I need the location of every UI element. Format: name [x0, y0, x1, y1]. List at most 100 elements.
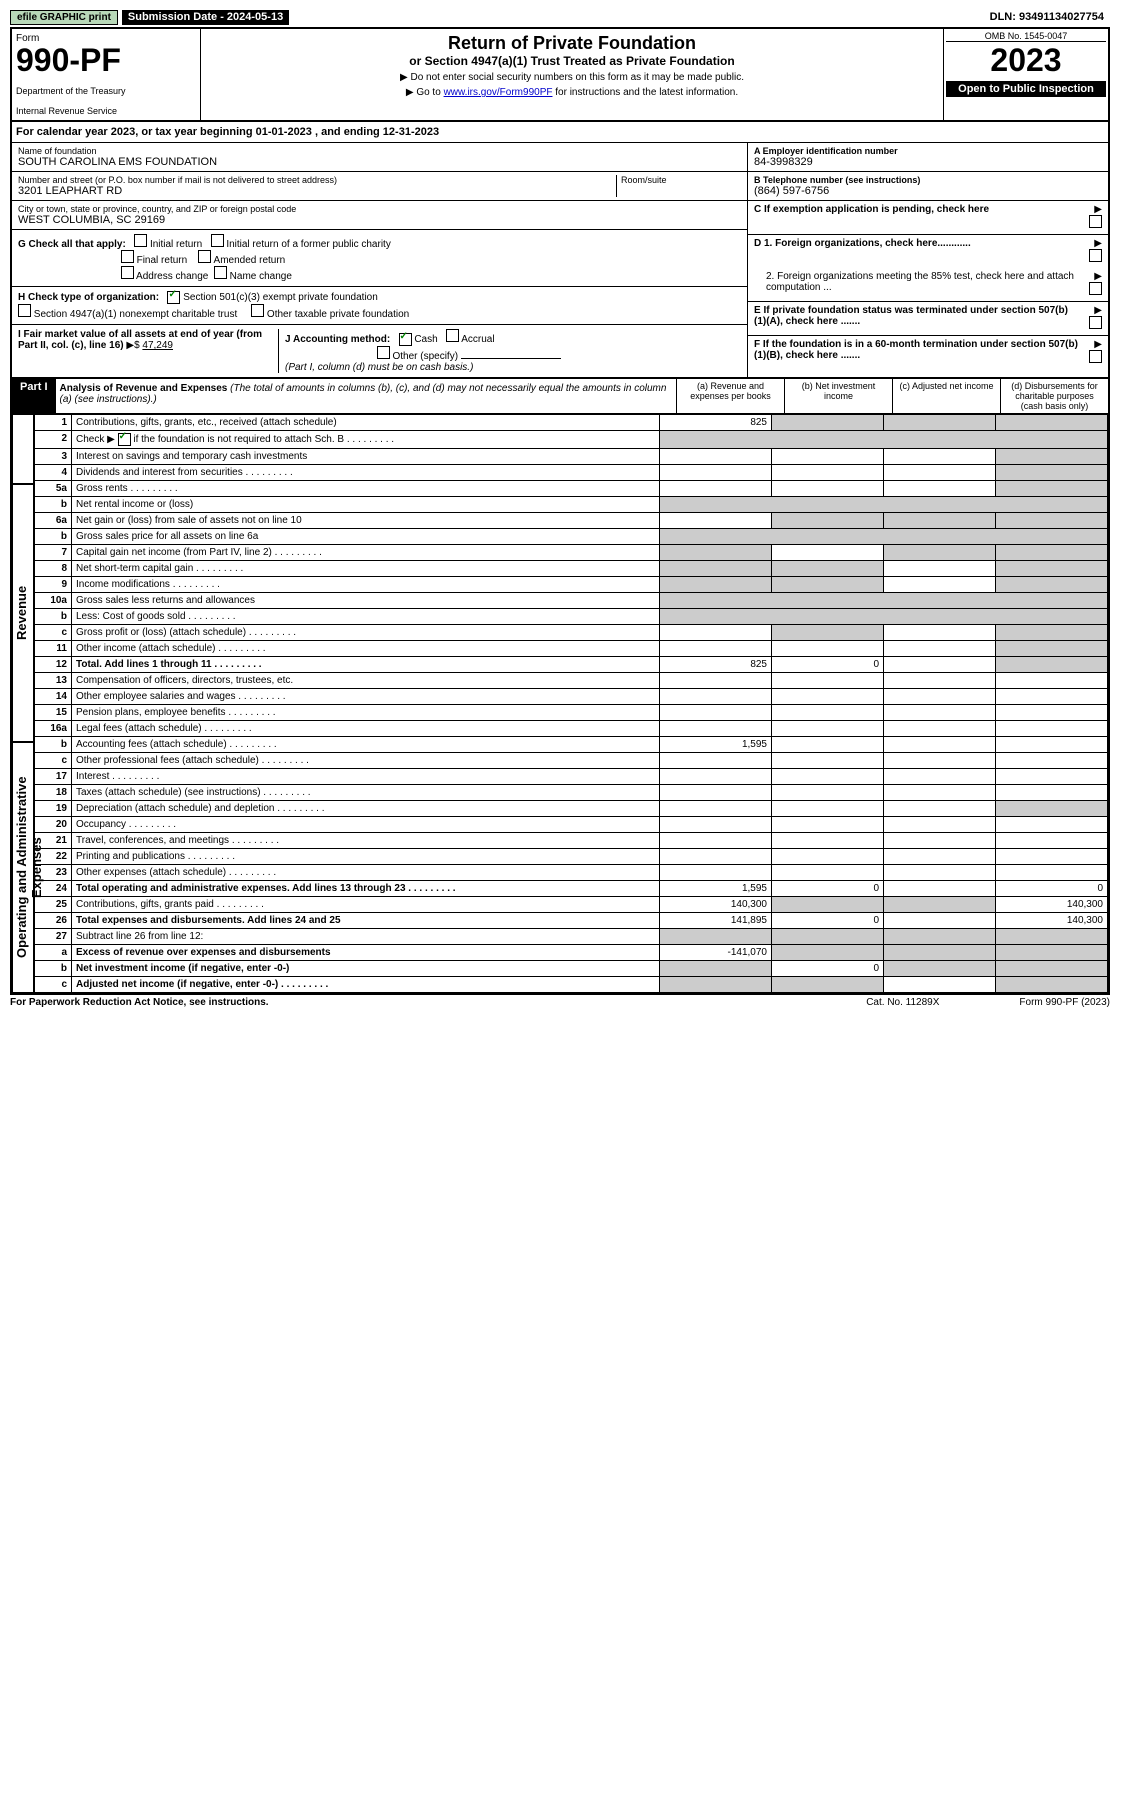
g-initial: Initial return: [150, 239, 202, 250]
d2-checkbox[interactable]: [1089, 282, 1102, 295]
initial-former-checkbox[interactable]: [211, 234, 224, 247]
col-a-header: (a) Revenue and expenses per books: [676, 379, 784, 413]
table-row: 9Income modifications: [35, 577, 1108, 593]
tax-year: 2023: [946, 42, 1106, 79]
table-row: bNet investment income (if negative, ent…: [35, 961, 1108, 977]
table-row: cGross profit or (loss) (attach schedule…: [35, 625, 1108, 641]
table-row: aExcess of revenue over expenses and dis…: [35, 945, 1108, 961]
schB-checkbox[interactable]: [118, 433, 131, 446]
city-label: City or town, state or province, country…: [18, 204, 741, 214]
table-row: 3Interest on savings and temporary cash …: [35, 449, 1108, 465]
4947-checkbox[interactable]: [18, 304, 31, 317]
dln-label: DLN: 93491134027754: [984, 10, 1110, 25]
table-row: 7Capital gain net income (from Part IV, …: [35, 545, 1108, 561]
h-label: H Check type of organization:: [18, 292, 159, 303]
footer-left: For Paperwork Reduction Act Notice, see …: [10, 997, 269, 1008]
e-checkbox[interactable]: [1089, 316, 1102, 329]
accrual-checkbox[interactable]: [446, 329, 459, 342]
omb-number: OMB No. 1545-0047: [946, 31, 1106, 42]
table-row: 18Taxes (attach schedule) (see instructi…: [35, 785, 1108, 801]
cash-checkbox[interactable]: [399, 333, 412, 346]
table-row: 10aGross sales less returns and allowanc…: [35, 593, 1108, 609]
form-container: Form 990-PF Department of the Treasury I…: [10, 27, 1110, 995]
c-checkbox[interactable]: [1089, 215, 1102, 228]
table-row: 26Total expenses and disbursements. Add …: [35, 913, 1108, 929]
name-change-checkbox[interactable]: [214, 266, 227, 279]
other-taxable-checkbox[interactable]: [251, 304, 264, 317]
calendar-year-line: For calendar year 2023, or tax year begi…: [12, 122, 1108, 143]
table-row: bNet rental income or (loss): [35, 497, 1108, 513]
instr-goto: ▶ Go to www.irs.gov/Form990PF for instru…: [205, 87, 939, 98]
table-row: bLess: Cost of goods sold: [35, 609, 1108, 625]
i-label: I Fair market value of all assets at end…: [18, 329, 262, 351]
address-change-checkbox[interactable]: [121, 266, 134, 279]
table-row: 19Depreciation (attach schedule) and dep…: [35, 801, 1108, 817]
d1-checkbox[interactable]: [1089, 249, 1102, 262]
e-label: E If private foundation status was termi…: [754, 305, 1078, 327]
col-c-header: (c) Adjusted net income: [892, 379, 1000, 413]
table-row: 16aLegal fees (attach schedule): [35, 721, 1108, 737]
table-row: 13Compensation of officers, directors, t…: [35, 673, 1108, 689]
table-row: 14Other employee salaries and wages: [35, 689, 1108, 705]
foundation-name: SOUTH CAROLINA EMS FOUNDATION: [18, 156, 741, 168]
g-name: Name change: [230, 271, 292, 282]
j-accrual: Accrual: [461, 334, 494, 345]
f-checkbox[interactable]: [1089, 350, 1102, 363]
table-row: 2Check ▶ if the foundation is not requir…: [35, 431, 1108, 449]
g-label: G Check all that apply:: [18, 239, 126, 250]
table-row: 6aNet gain or (loss) from sale of assets…: [35, 513, 1108, 529]
final-return-checkbox[interactable]: [121, 250, 134, 263]
other-method-checkbox[interactable]: [377, 346, 390, 359]
table-row: 1Contributions, gifts, grants, etc., rec…: [35, 415, 1108, 431]
name-label: Name of foundation: [18, 146, 741, 156]
form990pf-link[interactable]: www.irs.gov/Form990PF: [444, 87, 553, 98]
table-row: 24Total operating and administrative exp…: [35, 881, 1108, 897]
footer: For Paperwork Reduction Act Notice, see …: [10, 995, 1110, 1008]
table-row: 23Other expenses (attach schedule): [35, 865, 1108, 881]
f-label: F If the foundation is in a 60-month ter…: [754, 339, 1078, 361]
form-title: Return of Private Foundation: [205, 33, 939, 54]
table-row: 4Dividends and interest from securities: [35, 465, 1108, 481]
j-note: (Part I, column (d) must be on cash basi…: [285, 362, 473, 373]
j-label: J Accounting method:: [285, 334, 390, 345]
part1-title: Analysis of Revenue and Expenses: [60, 383, 228, 394]
h-501c3: Section 501(c)(3) exempt private foundat…: [183, 292, 378, 303]
part1-table: 1Contributions, gifts, grants, etc., rec…: [34, 414, 1108, 993]
h-4947: Section 4947(a)(1) nonexempt charitable …: [34, 309, 237, 320]
table-row: 22Printing and publications: [35, 849, 1108, 865]
initial-return-checkbox[interactable]: [134, 234, 147, 247]
d1-label: D 1. Foreign organizations, check here..…: [754, 238, 1084, 265]
table-row: 5aGross rents: [35, 481, 1108, 497]
phone-value: (864) 597-6756: [754, 185, 1102, 197]
j-cash: Cash: [414, 334, 437, 345]
instr-pre: ▶ Go to: [406, 87, 444, 98]
submission-date-label: Submission Date - 2024-05-13: [122, 10, 289, 25]
g-amended: Amended return: [214, 255, 286, 266]
table-row: bGross sales price for all assets on lin…: [35, 529, 1108, 545]
footer-catno: Cat. No. 11289X: [866, 997, 939, 1008]
table-row: 20Occupancy: [35, 817, 1108, 833]
form-number: 990-PF: [16, 44, 196, 76]
dept-treasury: Department of the Treasury: [16, 86, 196, 96]
table-row: 21Travel, conferences, and meetings: [35, 833, 1108, 849]
city-value: WEST COLUMBIA, SC 29169: [18, 214, 741, 226]
open-public-badge: Open to Public Inspection: [946, 81, 1106, 97]
d2-label: 2. Foreign organizations meeting the 85%…: [754, 271, 1084, 298]
table-row: cAdjusted net income (if negative, enter…: [35, 977, 1108, 993]
col-d-header: (d) Disbursements for charitable purpose…: [1000, 379, 1108, 413]
part1-label: Part I: [12, 379, 56, 413]
efile-print-button[interactable]: efile GRAPHIC print: [10, 10, 118, 25]
table-row: 12Total. Add lines 1 through 118250: [35, 657, 1108, 673]
amended-return-checkbox[interactable]: [198, 250, 211, 263]
501c3-checkbox[interactable]: [167, 291, 180, 304]
table-row: 8Net short-term capital gain: [35, 561, 1108, 577]
h-other: Other taxable private foundation: [267, 309, 409, 320]
instr-ssn: ▶ Do not enter social security numbers o…: [205, 72, 939, 83]
side-expenses: Operating and Administrative Expenses: [12, 742, 34, 993]
table-row: 11Other income (attach schedule): [35, 641, 1108, 657]
i-fmv-value: 47,249: [142, 340, 173, 351]
street-value: 3201 LEAPHART RD: [18, 185, 616, 197]
top-bar: efile GRAPHIC print Submission Date - 20…: [10, 10, 1110, 25]
g-final: Final return: [137, 255, 188, 266]
c-label: C If exemption application is pending, c…: [754, 204, 1078, 215]
